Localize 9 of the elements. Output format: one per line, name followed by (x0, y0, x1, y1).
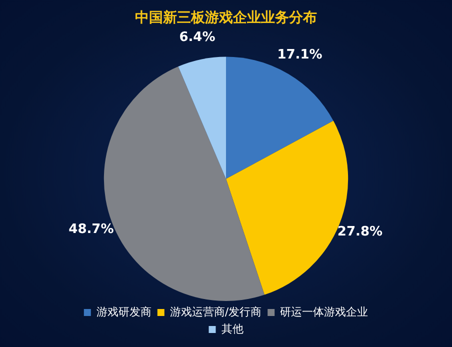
legend-label: 游戏运营商/发行商 (170, 305, 262, 318)
data-label: 6.4% (179, 30, 216, 46)
data-label: 48.7% (68, 222, 114, 238)
data-label: 27.8% (337, 224, 383, 240)
legend-label: 游戏研发商 (96, 305, 152, 318)
data-label: 17.1% (277, 47, 322, 62)
legend-label: 其他 (221, 322, 244, 336)
chart-title: 中国新三板游戏企业业务分布 (135, 9, 317, 26)
legend-label: 研运一体游戏企业 (280, 305, 368, 318)
